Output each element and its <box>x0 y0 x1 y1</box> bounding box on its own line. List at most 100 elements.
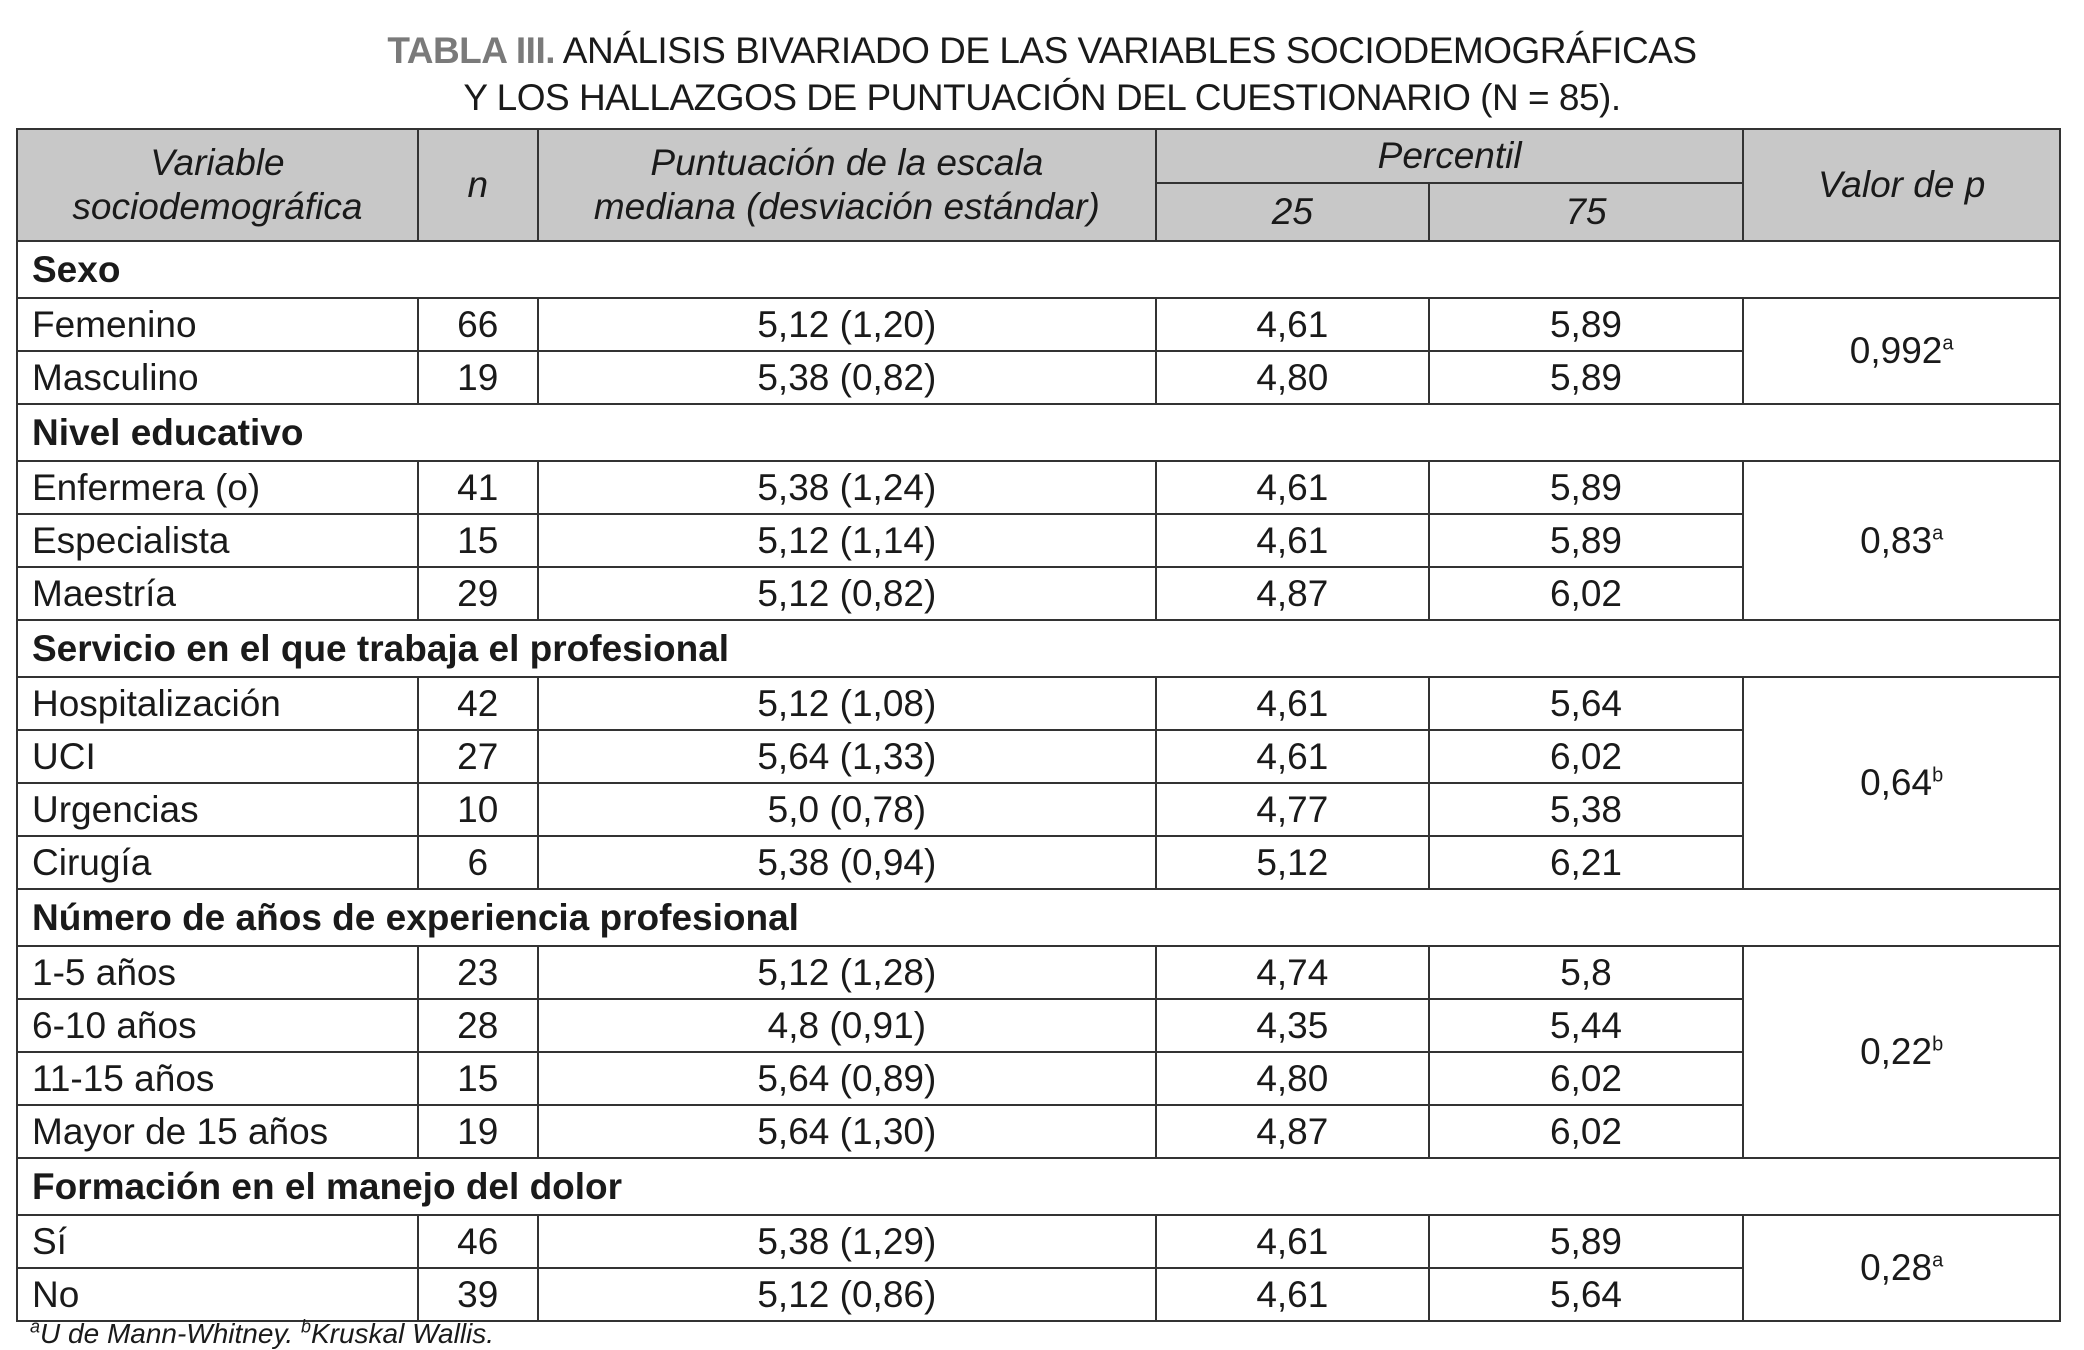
p25-cell: 4,61 <box>1155 1267 1430 1322</box>
header-pvalue: Valor de p <box>1742 128 2061 242</box>
table-row: 1-5 años 23 5,12 (1,28) 4,74 5,8 0,22b <box>16 945 2061 1159</box>
title-text: ANÁLISIS BIVARIADO DE LAS VARIABLES SOCI… <box>562 30 1697 71</box>
p25-cell: 4,61 <box>1155 1214 1430 1269</box>
n-cell: 15 <box>416 513 539 568</box>
n-cell: 15 <box>416 1051 539 1106</box>
table-title-line-2: Y LOS HALLAZGOS DE PUNTUACIÓN DEL CUESTI… <box>463 77 1621 118</box>
pvalue-cell: 0,992a <box>1742 297 2061 405</box>
header-score: Puntuación de la escala mediana (desviaci… <box>536 128 1158 242</box>
p75-cell: 6,21 <box>1427 835 1745 890</box>
n-cell: 29 <box>416 566 539 621</box>
table-row: Cirugía 6 5,38 (0,94) 5,12 6,21 <box>16 835 2060 890</box>
score-cell: 4,8 (0,91) <box>536 998 1158 1053</box>
p25-cell: 4,61 <box>1155 297 1430 352</box>
header-p25: 25 <box>1155 182 1430 242</box>
variable-cell: 1-5 años <box>16 945 419 1000</box>
p75-cell: 5,89 <box>1427 460 1745 515</box>
p25-cell: 4,77 <box>1155 782 1430 837</box>
variable-cell: 6-10 años <box>16 998 419 1053</box>
p75-cell: 5,64 <box>1427 676 1745 731</box>
group-row: Sexo <box>16 240 2061 299</box>
group-row: Nivel educativo <box>16 403 2061 462</box>
group-row: Número de años de experiencia profesiona… <box>16 888 2061 947</box>
variable-cell: Masculino <box>16 350 419 405</box>
variable-cell: Sí <box>16 1214 419 1269</box>
p25-cell: 4,87 <box>1155 566 1430 621</box>
n-cell: 19 <box>416 1104 539 1159</box>
header-variable: Variable sociodemográfica <box>16 128 419 242</box>
n-cell: 23 <box>416 945 539 1000</box>
table-row: Enfermera (o) 41 5,38 (1,24) 4,61 5,89 0,83a <box>16 460 2061 621</box>
p25-cell: 4,80 <box>1155 350 1430 405</box>
n-cell: 39 <box>416 1267 539 1322</box>
p75-cell: 5,8 <box>1427 945 1745 1000</box>
table-row: Urgencias 10 5,0 (0,78) 4,77 5,38 <box>16 782 2060 837</box>
score-cell: 5,0 (0,78) <box>536 782 1158 837</box>
variable-cell: Urgencias <box>16 782 419 837</box>
variable-cell: Especialista <box>16 513 419 568</box>
p25-cell: 4,61 <box>1155 676 1430 731</box>
data-table: Variable sociodemográfica n Puntuación de… <box>16 128 2061 1322</box>
group-row: Servicio en el que trabaja el profesiona… <box>16 619 2061 678</box>
group-label: Número de años de experiencia profesiona… <box>16 888 2061 947</box>
score-cell: 5,64 (1,30) <box>536 1104 1158 1159</box>
table-row: Sí 46 5,38 (1,29) 4,61 5,89 0,28a <box>16 1214 2061 1322</box>
variable-cell: Cirugía <box>16 835 419 890</box>
p75-cell: 6,02 <box>1427 1104 1745 1159</box>
footnote: aU de Mann-Whitney. bKruskal Wallis. <box>30 1316 495 1349</box>
variable-cell: No <box>16 1267 419 1322</box>
p25-cell: 4,87 <box>1155 1104 1430 1159</box>
group-label: Servicio en el que trabaja el profesiona… <box>16 619 2061 678</box>
table-label: TABLA III. <box>387 30 556 71</box>
score-cell: 5,38 (1,29) <box>536 1214 1158 1269</box>
p75-cell: 6,02 <box>1427 1051 1745 1106</box>
header-p75: 75 <box>1427 182 1745 242</box>
p75-cell: 5,89 <box>1427 297 1745 352</box>
p75-cell: 5,89 <box>1427 350 1745 405</box>
p75-cell: 5,44 <box>1427 998 1745 1053</box>
score-cell: 5,38 (1,24) <box>536 460 1158 515</box>
table-row: Mayor de 15 años 19 5,64 (1,30) 4,87 6,02 <box>16 1104 2060 1159</box>
score-cell: 5,64 (0,89) <box>536 1051 1158 1106</box>
pvalue-cell: 0,83a <box>1742 460 2061 621</box>
variable-cell: Enfermera (o) <box>16 460 419 515</box>
n-cell: 19 <box>416 350 539 405</box>
p75-cell: 6,02 <box>1427 566 1745 621</box>
pvalue-cell: 0,28a <box>1742 1214 2061 1322</box>
table-row: 6-10 años 28 4,8 (0,91) 4,35 5,44 <box>16 998 2060 1053</box>
table-row: Femenino 66 5,12 (1,20) 4,61 5,89 0,992a <box>16 297 2061 405</box>
score-cell: 5,12 (0,82) <box>536 566 1158 621</box>
table-row: Masculino 19 5,38 (0,82) 4,80 5,89 <box>16 350 2060 405</box>
table-row: Maestría 29 5,12 (0,82) 4,87 6,02 <box>16 566 2060 621</box>
p25-cell: 4,61 <box>1155 513 1430 568</box>
n-cell: 41 <box>416 460 539 515</box>
p25-cell: 4,74 <box>1155 945 1430 1000</box>
score-cell: 5,12 (0,86) <box>536 1267 1158 1322</box>
group-label: Nivel educativo <box>16 403 2061 462</box>
score-cell: 5,12 (1,20) <box>536 297 1158 352</box>
table-title-line-1: TABLA III. ANÁLISIS BIVARIADO DE LAS VAR… <box>0 28 2084 74</box>
score-cell: 5,12 (1,14) <box>536 513 1158 568</box>
p75-cell: 5,89 <box>1427 513 1745 568</box>
variable-cell: Femenino <box>16 297 419 352</box>
n-cell: 46 <box>416 1214 539 1269</box>
score-cell: 5,38 (0,82) <box>536 350 1158 405</box>
table-row: Hospitalización 42 5,12 (1,08) 4,61 5,64 0,64… <box>16 676 2061 890</box>
header-n: n <box>416 128 539 242</box>
p75-cell: 5,89 <box>1427 1214 1745 1269</box>
p25-cell: 4,35 <box>1155 998 1430 1053</box>
score-cell: 5,38 (0,94) <box>536 835 1158 890</box>
p25-cell: 4,61 <box>1155 729 1430 784</box>
p25-cell: 4,80 <box>1155 1051 1430 1106</box>
table-row: No 39 5,12 (0,86) 4,61 5,64 <box>16 1267 2060 1322</box>
p75-cell: 6,02 <box>1427 729 1745 784</box>
table-row: 11-15 años 15 5,64 (0,89) 4,80 6,02 <box>16 1051 2060 1106</box>
pvalue-cell: 0,22b <box>1742 945 2061 1159</box>
n-cell: 10 <box>416 782 539 837</box>
variable-cell: UCI <box>16 729 419 784</box>
n-cell: 42 <box>416 676 539 731</box>
table-row: Especialista 15 5,12 (1,14) 4,61 5,89 <box>16 513 2060 568</box>
n-cell: 27 <box>416 729 539 784</box>
p25-cell: 5,12 <box>1155 835 1430 890</box>
group-label: Sexo <box>16 240 2061 299</box>
